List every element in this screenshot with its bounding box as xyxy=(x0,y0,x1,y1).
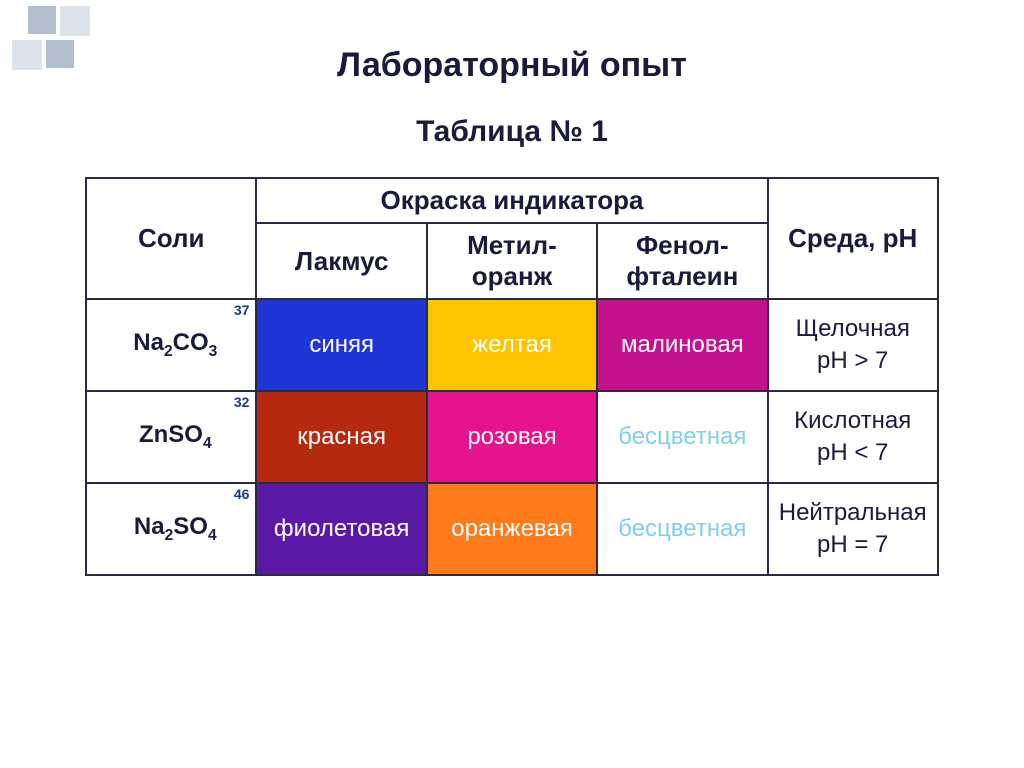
env-cell: КислотнаяpH < 7 xyxy=(768,391,938,483)
table-row: Na2SO446 фиолетовая оранжевая бесцветная Ней… xyxy=(86,483,938,575)
slide-content: Лабораторный опыт Таблица № 1 Соли Окрас… xyxy=(0,0,1024,768)
title-sub: Таблица № 1 xyxy=(416,115,608,149)
lakmus-color-cell: фиолетовая xyxy=(256,483,426,575)
table-row: Na2CO337 синяя желтая малиновая ЩелочнаяpH >… xyxy=(86,299,938,391)
lakmus-color-cell: синяя xyxy=(256,299,426,391)
color-label: бесцветная xyxy=(618,515,746,543)
salt-formula: Na2SO446 xyxy=(86,483,256,575)
color-label: бесцветная xyxy=(618,423,746,451)
header-lakmus: Лакмус xyxy=(256,223,426,299)
env-cell: ЩелочнаяpH > 7 xyxy=(768,299,938,391)
methyl-color-cell: желтая xyxy=(427,299,597,391)
salt-note: 46 xyxy=(234,486,250,502)
header-phenol: Фенол-фталеин xyxy=(597,223,767,299)
color-label: красная xyxy=(297,423,386,451)
env-name: Кислотная xyxy=(773,405,933,437)
table-row: ZnSO432 красная розовая бесцветная Кислотная… xyxy=(86,391,938,483)
phenol-color-cell: малиновая xyxy=(597,299,767,391)
phenol-color-cell: бесцветная xyxy=(597,391,767,483)
color-label: оранжевая xyxy=(451,515,573,543)
salt-formula: ZnSO432 xyxy=(86,391,256,483)
salt-formula: Na2CO337 xyxy=(86,299,256,391)
methyl-color-cell: оранжевая xyxy=(427,483,597,575)
color-label: малиновая xyxy=(621,331,744,359)
color-label: фиолетовая xyxy=(274,515,409,543)
header-env: Среда, pH xyxy=(768,178,938,299)
table-header: Соли Окраска индикатора Среда, pH Лакмус… xyxy=(86,178,938,299)
header-indicator-group: Окраска индикатора xyxy=(256,178,767,223)
color-label: розовая xyxy=(467,423,556,451)
color-label: желтая xyxy=(472,331,552,359)
salt-note: 37 xyxy=(234,302,250,318)
env-ph: pH < 7 xyxy=(773,437,933,469)
color-label: синяя xyxy=(309,331,374,359)
lakmus-color-cell: красная xyxy=(256,391,426,483)
env-name: Нейтральная xyxy=(773,497,933,529)
phenol-color-cell: бесцветная xyxy=(597,483,767,575)
header-salts: Соли xyxy=(86,178,256,299)
header-methyl: Метил-оранж xyxy=(427,223,597,299)
table-body: Na2CO337 синяя желтая малиновая ЩелочнаяpH >… xyxy=(86,299,938,575)
env-name: Щелочная xyxy=(773,313,933,345)
indicator-table: Соли Окраска индикатора Среда, pH Лакмус… xyxy=(85,177,939,576)
env-ph: pH = 7 xyxy=(773,529,933,561)
salt-note: 32 xyxy=(234,394,250,410)
env-ph: pH > 7 xyxy=(773,345,933,377)
methyl-color-cell: розовая xyxy=(427,391,597,483)
title-main: Лабораторный опыт xyxy=(337,46,687,85)
env-cell: НейтральнаяpH = 7 xyxy=(768,483,938,575)
